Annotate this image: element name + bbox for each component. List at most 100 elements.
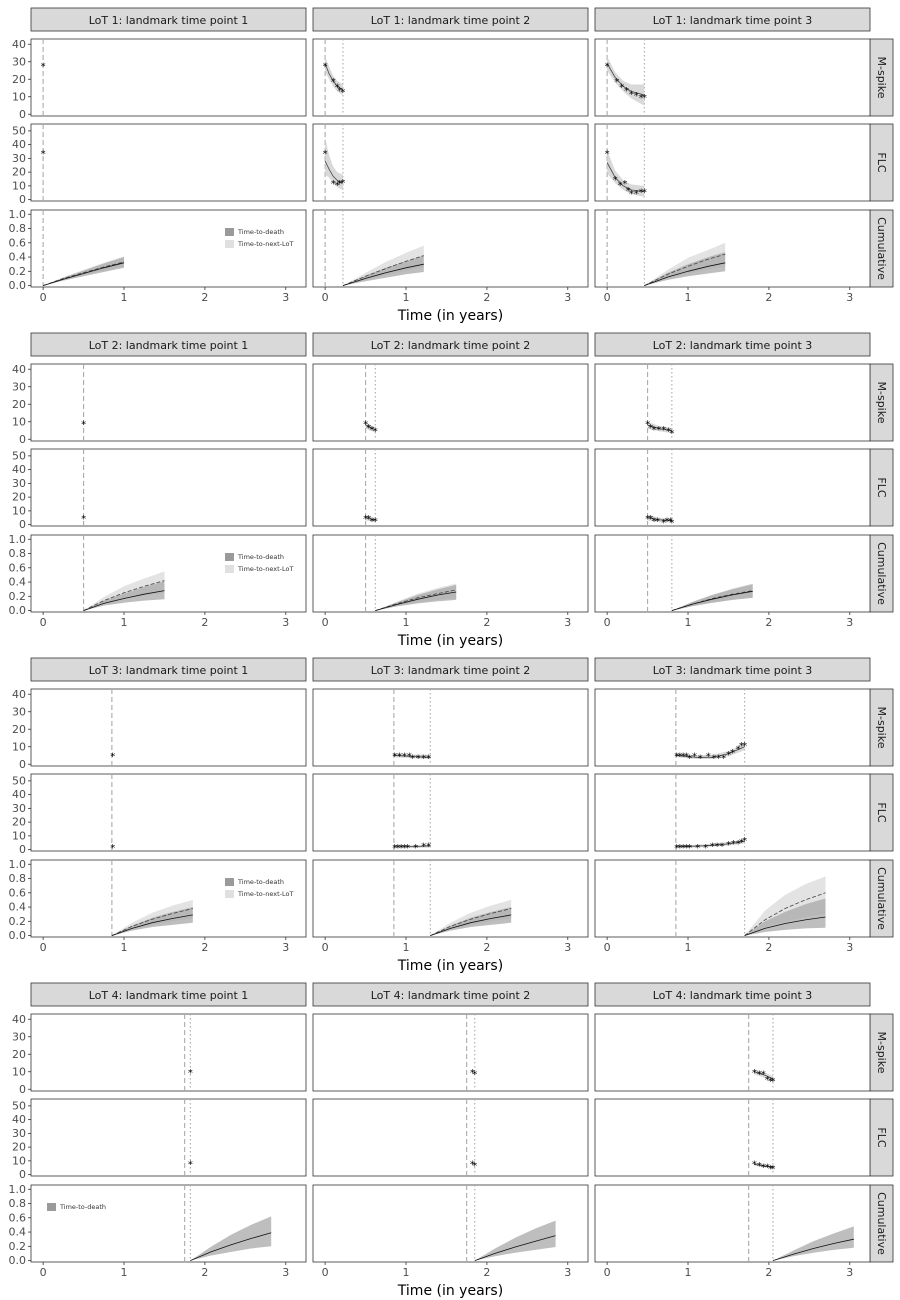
flc-point: * <box>472 1161 477 1172</box>
row-strip-label: M-spike <box>875 707 888 749</box>
flc-point: * <box>331 179 336 190</box>
legend: Time-to-death Time-to-next-LoT <box>225 878 293 898</box>
x-tick-label: 0 <box>322 1266 329 1279</box>
flc-point: * <box>41 149 46 160</box>
panel-strip <box>312 982 589 1007</box>
plot-content: * <box>81 449 86 526</box>
flc-point: * <box>664 517 669 528</box>
panel-strip <box>30 657 307 682</box>
mspike-point: * <box>81 420 86 431</box>
mspike-point: * <box>397 752 402 763</box>
panel: LoT 2: landmark time point 3*** * * ****** *… <box>594 332 871 629</box>
flc-point: * <box>715 842 720 853</box>
death-curve <box>430 914 512 936</box>
flc-point: * <box>337 179 342 190</box>
x-tick-label: 0 <box>40 941 47 954</box>
flc-point: * <box>188 1160 193 1171</box>
plot-area <box>312 448 589 527</box>
mspike-point: * <box>642 93 647 104</box>
flc-point: * <box>634 189 639 200</box>
flc-point: * <box>652 517 657 528</box>
flc-point: * <box>642 187 647 198</box>
plot-area <box>30 859 307 938</box>
legend-key-death <box>225 553 234 561</box>
y-tick-label: 0.2 <box>9 590 27 603</box>
plot-content <box>324 210 424 287</box>
mspike-point: * <box>692 752 697 763</box>
flc-point: * <box>613 175 618 186</box>
y-tick-label: 50 <box>12 1099 26 1112</box>
y-tick-label: 0 <box>19 1168 26 1181</box>
plot-content <box>83 535 165 612</box>
flc-point: * <box>626 186 631 197</box>
mspike-point: * <box>730 748 735 759</box>
flc-point: * <box>470 1160 475 1171</box>
y-tick-label: 0.8 <box>9 872 27 885</box>
y-tick-label: 20 <box>12 166 26 179</box>
flc-point: * <box>605 149 610 160</box>
legend-key-next <box>225 565 234 573</box>
panel-title: LoT 1: landmark time point 1 <box>89 14 249 27</box>
x-tick-label: 0 <box>604 616 611 629</box>
x-tick-label: 2 <box>765 1266 772 1279</box>
x-axis-title: Time (in years) <box>397 1283 503 1299</box>
plot-area <box>594 209 871 288</box>
x-axis-title: Time (in years) <box>397 308 503 324</box>
plot-area <box>30 38 307 117</box>
y-tick-label: 0.4 <box>9 576 27 589</box>
y-tick-label: 40 <box>12 1113 26 1126</box>
legend: Time-to-death <box>47 1203 106 1211</box>
death-curve <box>111 914 193 936</box>
x-tick-label: 2 <box>483 941 490 954</box>
flc-point: * <box>677 843 682 854</box>
x-tick-label: 2 <box>765 616 772 629</box>
flc-point: * <box>765 1162 770 1173</box>
panel-title: LoT 4: landmark time point 1 <box>89 989 249 1002</box>
legend-label-death: Time-to-death <box>237 553 284 561</box>
panel: LoT 2: landmark time point 2********0 1 2 3 <box>312 332 589 629</box>
panel: LoT 1: landmark time point 3** * * * * **** * *… <box>594 7 871 304</box>
x-tick-label: 3 <box>846 291 853 304</box>
x-tick-label: 1 <box>403 616 410 629</box>
panel-title: LoT 2: landmark time point 2 <box>371 339 531 352</box>
legend-key-next <box>225 240 234 248</box>
flc-point: * <box>618 181 623 192</box>
plot-area <box>312 534 589 613</box>
y-tick-label: 10 <box>12 504 26 517</box>
block-lot-3: M-spike FLC Cumulative LoT 3: landmark time… <box>9 657 894 974</box>
flc-point: * <box>674 843 679 854</box>
flc-point: * <box>323 149 328 160</box>
mspike-point: * <box>416 753 421 764</box>
flc-point: * <box>669 518 674 529</box>
flc-band <box>607 150 645 197</box>
panel-strip <box>594 332 871 357</box>
row-strip-label: FLC <box>875 152 888 172</box>
plot-area <box>312 1098 589 1177</box>
legend: Time-to-death Time-to-next-LoT <box>225 228 293 248</box>
flc-point: * <box>739 837 744 848</box>
flc-point: * <box>668 517 673 528</box>
mspike-point: * <box>402 752 407 763</box>
mspike-point: * <box>684 752 689 763</box>
y-tick-label: 10 <box>12 829 26 842</box>
mspike-point: * <box>721 753 726 764</box>
mspike-point: * <box>335 82 340 93</box>
y-tick-label: 20 <box>12 1141 26 1154</box>
x-tick-label: 3 <box>282 616 289 629</box>
mspike-point: * <box>739 741 744 752</box>
plot-area <box>312 123 589 202</box>
flc-point: * <box>726 840 731 851</box>
x-tick-label: 1 <box>685 291 692 304</box>
plot-area <box>312 1013 589 1092</box>
plot-content: * <box>41 124 46 201</box>
y-tick-label: 0.8 <box>9 222 27 235</box>
flc-point: * <box>695 843 700 854</box>
mspike-band <box>393 752 431 759</box>
mspike-point: * <box>323 61 328 72</box>
flc-point: * <box>645 514 650 525</box>
panel-title: LoT 4: landmark time point 3 <box>653 989 813 1002</box>
plot-area <box>312 363 589 442</box>
plot-area <box>30 688 307 767</box>
y-tick-label: 1.0 <box>9 1183 27 1196</box>
plot-area <box>594 38 871 117</box>
